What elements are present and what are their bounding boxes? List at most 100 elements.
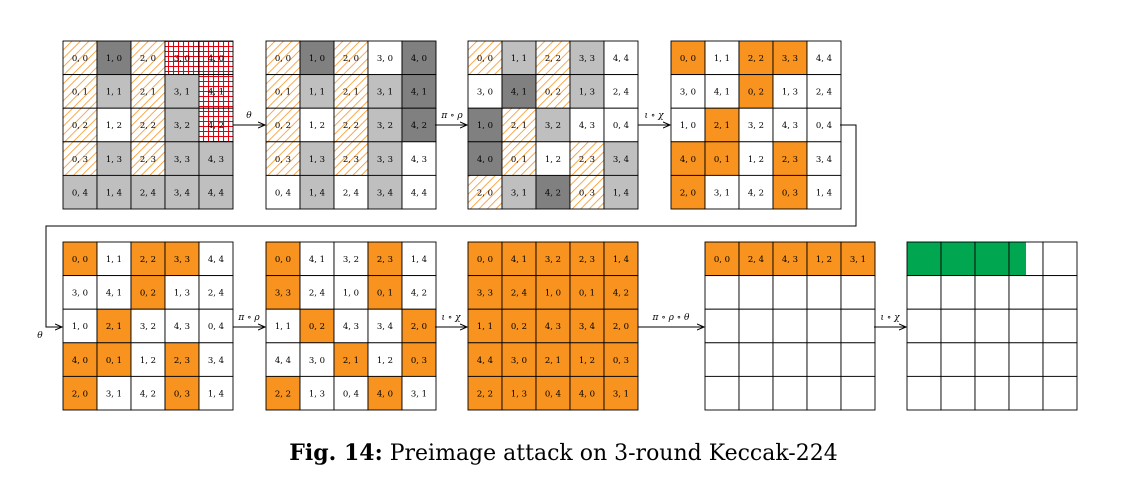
lane-label: 3, 3 (174, 155, 190, 165)
lane-cell (1008, 308, 1044, 344)
arrow-5-label: π ∘ ρ (237, 313, 260, 323)
lane-cell: 4, 4 (198, 241, 234, 277)
lane-label: 1, 4 (411, 255, 427, 265)
lane-cell: 0, 3 (401, 342, 437, 377)
lane-cell: 2, 2 (130, 107, 166, 143)
lane-label: 1, 2 (309, 121, 325, 131)
lane-label: 1, 3 (106, 155, 122, 165)
figure-caption-label: Fig. 14: (289, 440, 383, 466)
lane-cell: 3, 4 (806, 141, 842, 176)
lane-label: 0, 4 (613, 121, 629, 131)
lane-cell: 0, 4 (333, 375, 369, 411)
lane-label: 1, 0 (343, 289, 359, 299)
lane-cell: 4, 0 (401, 40, 437, 76)
lane-cell: 3, 2 (738, 107, 774, 143)
lane-cell: 4, 1 (198, 74, 234, 109)
lane-label: 1, 0 (680, 121, 696, 131)
lane-cell: 4, 3 (535, 308, 571, 344)
arrow-3: ι ∘ χ (638, 111, 670, 125)
arrow-1-label: θ (246, 111, 252, 121)
lane-label: 0, 2 (72, 121, 88, 131)
lane-label: 0, 4 (275, 188, 291, 198)
lane-cell: 0, 1 (367, 275, 403, 310)
lane-label: 0, 3 (613, 356, 629, 366)
lane-cell: 0, 0 (467, 241, 503, 277)
lane-label: 2, 1 (140, 88, 156, 98)
lane-cell: 4, 3 (333, 308, 369, 344)
lane-label: 2, 2 (140, 121, 156, 131)
lane-label: 1, 1 (714, 54, 730, 64)
lane-cell: 0, 1 (704, 141, 740, 176)
lane-cell: 2, 4 (198, 275, 234, 310)
lane-cell: 3, 3 (772, 40, 808, 76)
lane-cell: 1, 0 (467, 107, 503, 143)
lane-label: 0, 4 (545, 389, 561, 399)
lane-cell: 4, 3 (198, 141, 234, 176)
lane-cell: 2, 1 (333, 74, 369, 109)
lane-cell: 0, 3 (164, 375, 200, 411)
lane-cell: 2, 0 (62, 375, 98, 411)
lane-cell: 2, 2 (265, 375, 301, 411)
lane-label: 3, 1 (411, 389, 427, 399)
lane-cell: 1, 3 (501, 375, 537, 411)
lane-label: 0, 3 (275, 155, 291, 165)
lane-cell: 4, 3 (569, 107, 605, 143)
lane-label: 4, 4 (208, 188, 224, 198)
lane-label: 4, 1 (511, 88, 527, 98)
lane-label: 0, 3 (411, 356, 427, 366)
lane-cell: 4, 0 (367, 375, 403, 411)
lane-label: 4, 0 (477, 155, 493, 165)
lane-label: 4, 1 (411, 88, 427, 98)
lane-label: 2, 2 (545, 54, 561, 64)
lane-label: 3, 1 (174, 88, 190, 98)
arrow-5: π ∘ ρ (233, 313, 265, 327)
lane-cell (906, 308, 942, 344)
lane-label: 4, 3 (208, 155, 224, 165)
lane-label: 4, 1 (208, 88, 224, 98)
lane-cell: 1, 1 (96, 241, 132, 277)
lane-cell: 4, 2 (401, 107, 437, 143)
lane-cell: 1, 3 (772, 74, 808, 109)
lane-label: 4, 3 (545, 322, 561, 332)
lane-label: 1, 2 (140, 356, 156, 366)
lane-label: 4, 1 (714, 88, 730, 98)
lane-label: 4, 0 (208, 54, 224, 64)
lane-cell: 1, 1 (265, 308, 301, 344)
lane-cell: 0, 2 (535, 74, 571, 109)
lane-cell: 0, 2 (130, 275, 166, 310)
lane-cell: 3, 4 (569, 308, 605, 344)
arrow-6: ι ∘ χ (435, 313, 467, 327)
lane-cell (806, 375, 842, 411)
lane-cell: 4, 4 (198, 174, 234, 210)
lane-cell: 4, 4 (265, 342, 301, 377)
lane-label: 2, 3 (579, 255, 595, 265)
state-7: 0, 0 4, 1 3, 2 2, 3 1, 4 3, 3 2, 4 1, 0 0, 1 4, 2… (467, 241, 639, 411)
lane-cell (906, 375, 942, 411)
lane-label: 3, 4 (208, 356, 224, 366)
lane-label: 2, 2 (748, 54, 764, 64)
arrow-7-label: π ∘ ρ ∘ θ (652, 313, 690, 323)
lane-cell (772, 375, 808, 411)
lane-cell: 0, 0 (62, 40, 98, 76)
lane-cell: 4, 1 (704, 74, 740, 109)
lane-label: 2, 4 (748, 255, 764, 265)
lane-cell: 4, 2 (198, 107, 234, 143)
lane-cell: 4, 1 (501, 74, 537, 109)
lane-cell: 2, 0 (467, 174, 503, 210)
lane-cell: 3, 4 (164, 174, 200, 210)
keccak-preimage-diagram: 0, 0 1, 0 2, 0 3, 0 4, 0 0, 1 1, 1 2, 1 3, 1 4, 1… (37, 40, 1078, 411)
lane-cell (738, 308, 774, 344)
lane-cell: 1, 4 (401, 241, 437, 277)
lane-cell: 1, 4 (806, 174, 842, 210)
lane-label: 1, 3 (174, 289, 190, 299)
lane-cell: 1, 1 (467, 308, 503, 344)
state-8: 0, 0 2, 4 4, 3 1, 2 3, 1 (704, 241, 876, 411)
lane-cell: 2, 4 (603, 74, 639, 109)
lane-label: 0, 4 (208, 322, 224, 332)
lane-label: 2, 0 (613, 322, 629, 332)
lane-label: 3, 1 (377, 88, 393, 98)
lane-cell: 3, 3 (467, 275, 503, 310)
lane-label: 3, 3 (782, 54, 798, 64)
lane-label: 4, 3 (782, 255, 798, 265)
lane-label: 4, 1 (106, 289, 122, 299)
